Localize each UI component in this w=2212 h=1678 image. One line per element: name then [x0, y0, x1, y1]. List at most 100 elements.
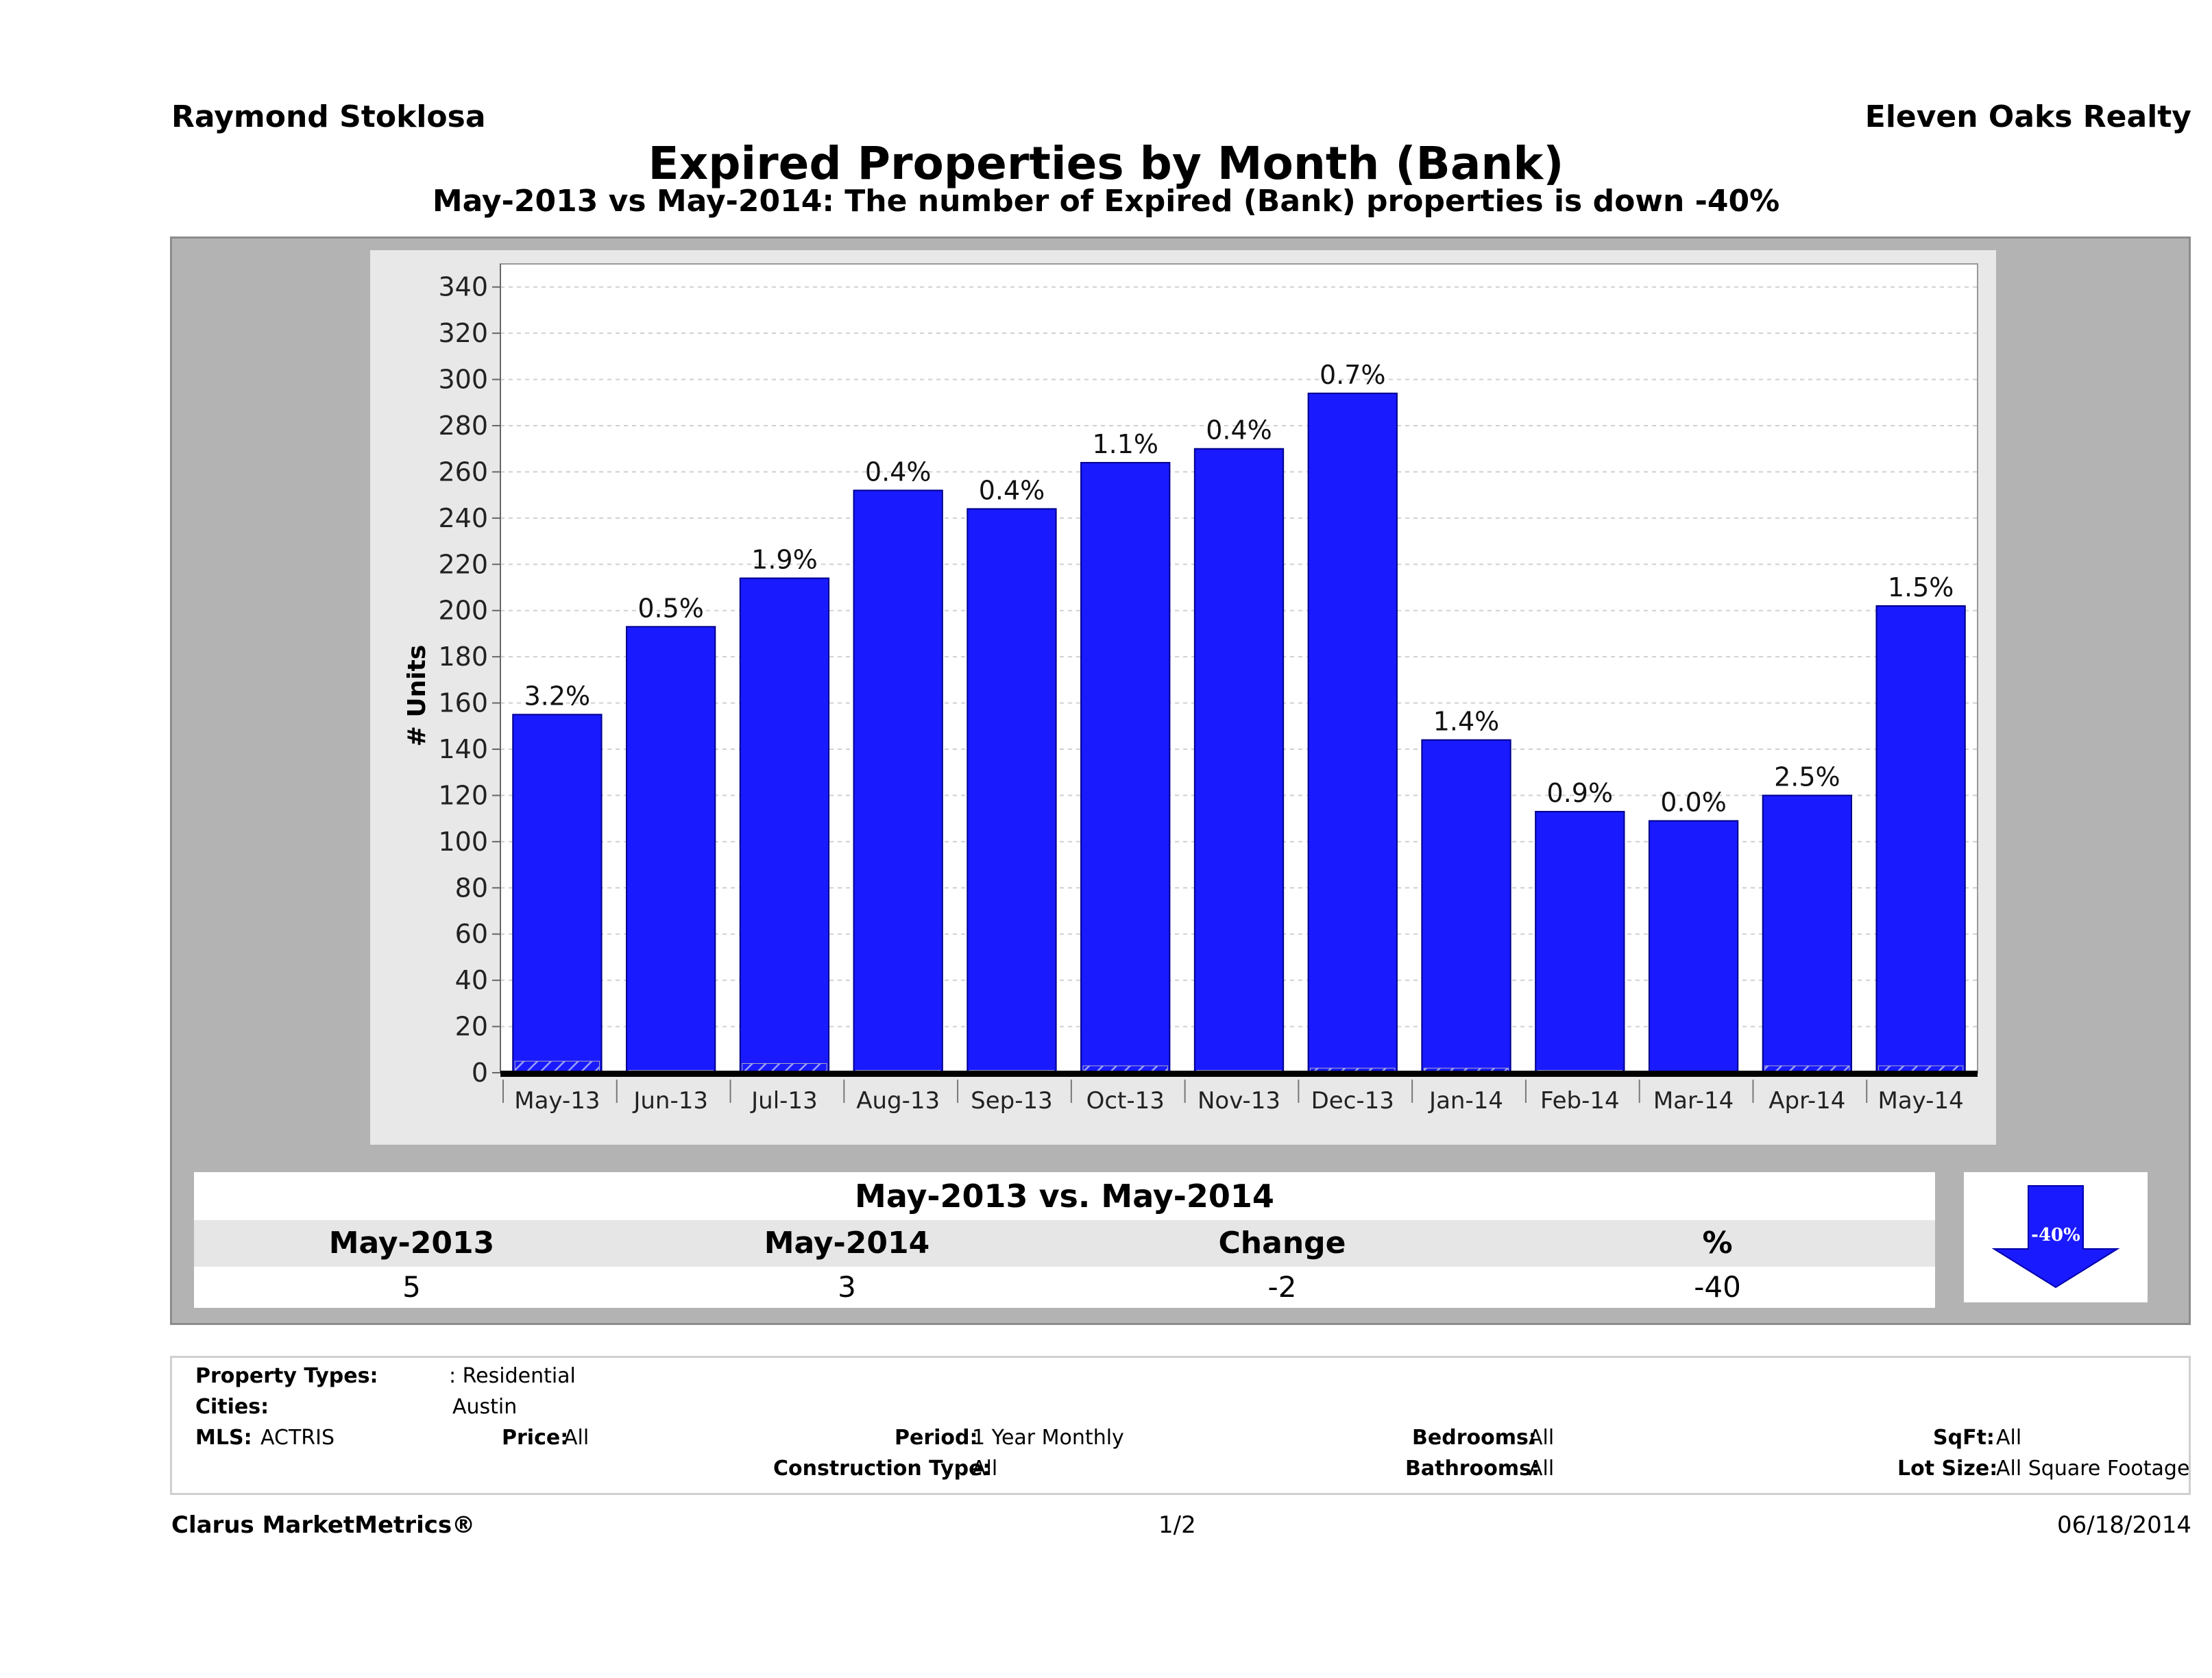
x-tick-label: Sep-13	[971, 1087, 1053, 1115]
bar-label: 0.4%	[979, 475, 1045, 505]
bar-label: 0.9%	[1547, 778, 1614, 808]
comparison-header-row: May-2013 May-2014 Change %	[194, 1220, 1935, 1267]
y-axis-label: # Units	[403, 645, 431, 747]
agent-name: Raymond Stoklosa	[171, 99, 486, 134]
y-tick-label: 80	[455, 873, 488, 903]
x-tick-label: May-13	[514, 1087, 600, 1115]
bathrooms-label: Bathrooms:	[1405, 1457, 1540, 1481]
x-tick-label: Dec-13	[1311, 1087, 1394, 1115]
x-tick-label: Apr-14	[1769, 1087, 1845, 1115]
cities-value: Austin	[452, 1395, 518, 1419]
criteria-box	[170, 1356, 2191, 1495]
bar-May-13	[512, 714, 603, 1073]
bar-Jun-13	[626, 626, 716, 1073]
y-tick-label: 180	[438, 642, 488, 672]
y-tick-label: 340	[438, 272, 488, 302]
bar-label: 1.1%	[1092, 429, 1158, 459]
property-types-value: : Residential	[449, 1364, 576, 1388]
x-tick-label: Mar-14	[1653, 1087, 1734, 1115]
bar-label: 0.0%	[1660, 788, 1727, 818]
bar-label: 0.5%	[637, 593, 704, 623]
header-may-2013: May-2013	[328, 1226, 495, 1261]
construction-type-label: Construction Type:	[773, 1457, 991, 1481]
bar-Mar-14	[1648, 820, 1739, 1073]
change-arrow-box: -40%	[1964, 1172, 2148, 1302]
bar-Jul-13	[739, 577, 830, 1073]
brokerage-name: Eleven Oaks Realty	[1864, 99, 2191, 134]
value-may-2013: 5	[402, 1270, 421, 1304]
bedrooms-label: Bedrooms:	[1412, 1426, 1537, 1450]
y-tick-label: 20	[455, 1012, 488, 1042]
cities-label: Cities:	[195, 1395, 269, 1419]
bar-label: 1.5%	[1888, 572, 1954, 603]
down-arrow-icon: -40%	[1991, 1185, 2120, 1289]
x-axis-baseline	[500, 1071, 1978, 1077]
header-percent: %	[1702, 1226, 1733, 1261]
y-tick-label: 280	[438, 411, 488, 441]
footer-page-number: 1/2	[1158, 1511, 1196, 1539]
value-percent: -40	[1694, 1270, 1741, 1304]
x-tick-label: Jan-14	[1428, 1087, 1503, 1115]
x-tick-label: Jul-13	[750, 1087, 818, 1115]
bar-label: 1.4%	[1433, 707, 1500, 737]
x-tick-label: Jun-13	[632, 1087, 708, 1115]
y-tick-label: 40	[455, 965, 488, 995]
bar-label: 0.4%	[1206, 415, 1272, 446]
value-may-2014: 3	[838, 1270, 856, 1304]
bar-Jan-14	[1421, 739, 1511, 1073]
arrow-label: -40%	[2031, 1225, 2080, 1245]
construction-type-value: All	[972, 1457, 998, 1481]
comparison-title: May-2013 vs. May-2014	[194, 1172, 1935, 1220]
y-tick-label: 60	[455, 919, 488, 949]
bar-Nov-13	[1193, 448, 1285, 1073]
bedrooms-value: All	[1529, 1426, 1555, 1450]
sqft-label: SqFt:	[1933, 1426, 1995, 1450]
bar-Oct-13	[1080, 461, 1171, 1073]
x-tick-label: May-14	[1877, 1087, 1963, 1115]
report-subtitle: May-2013 vs May-2014: The number of Expi…	[432, 184, 1780, 219]
mls-label: MLS:	[195, 1426, 252, 1450]
lot-size-label: Lot Size:	[1897, 1457, 1998, 1481]
footer-brand: Clarus MarketMetrics®	[171, 1511, 476, 1539]
bar-label: 2.5%	[1774, 762, 1840, 792]
y-tick-label: 320	[438, 318, 488, 348]
footer-date: 06/18/2014	[2057, 1511, 2191, 1539]
x-tick-label: Nov-13	[1198, 1087, 1280, 1115]
bar-Aug-13	[853, 489, 943, 1073]
bar-label: 3.2%	[524, 681, 591, 711]
y-tick-label: 200	[438, 596, 488, 626]
price-value: All	[563, 1426, 590, 1450]
y-tick-label: 220	[438, 549, 488, 579]
bar-Sep-13	[967, 508, 1057, 1074]
price-label: Price:	[502, 1426, 569, 1450]
bar-Apr-14	[1762, 794, 1852, 1074]
bar-label: 0.4%	[865, 457, 932, 487]
x-tick-label: Oct-13	[1086, 1087, 1165, 1115]
y-tick-label: 260	[438, 457, 488, 487]
bar-Feb-14	[1535, 811, 1625, 1073]
y-tick-label: 140	[438, 734, 488, 764]
x-tick-label: Feb-14	[1540, 1087, 1620, 1115]
bar-chart: 0 20 40 60 80 100 120 140 160 180 200 220 240 260 280 3…	[403, 263, 1978, 1115]
bar-May-14	[1875, 605, 1966, 1073]
report-title: Expired Properties by Month (Bank)	[648, 137, 1564, 190]
lot-size-value: All Square Footage	[1996, 1457, 2190, 1481]
period-label: Period:	[895, 1426, 978, 1450]
sqft-value: All	[1996, 1426, 2022, 1450]
y-tick-label: 240	[438, 503, 488, 533]
mls-value: ACTRIS	[260, 1426, 335, 1450]
value-change: -2	[1267, 1270, 1297, 1304]
y-tick-label: 0	[472, 1058, 488, 1088]
bar-label: 0.7%	[1320, 360, 1386, 390]
bar-Dec-13	[1307, 392, 1398, 1074]
y-tick-label: 300	[438, 365, 488, 395]
y-tick-label: 100	[438, 827, 488, 857]
bar-label: 1.9%	[751, 545, 818, 575]
header-change: Change	[1218, 1226, 1346, 1261]
bathrooms-value: All	[1529, 1457, 1555, 1481]
comparison-value-row: 5 3 -2 -40	[194, 1267, 1935, 1308]
x-tick-label: Aug-13	[856, 1087, 940, 1115]
property-types-label: Property Types:	[195, 1364, 378, 1388]
header-may-2014: May-2014	[764, 1226, 930, 1261]
y-tick-label: 120	[438, 780, 488, 810]
